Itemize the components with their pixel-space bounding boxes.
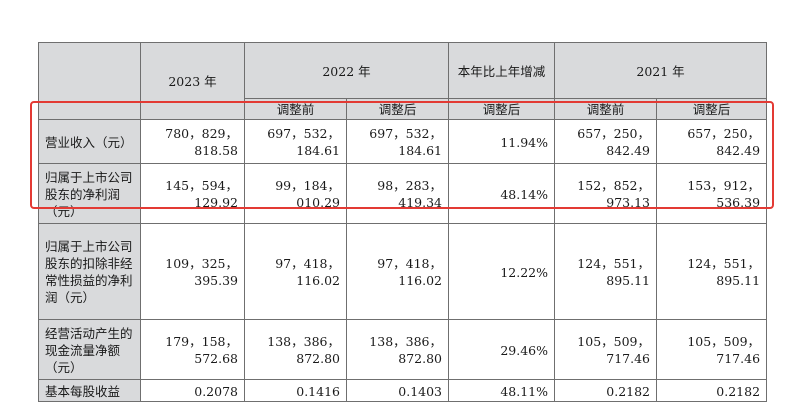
cell-2023: 109，325，395.39 <box>140 223 245 320</box>
cell-2021-after: 0.2182 <box>656 379 768 402</box>
cell-2021-before: 0.2182 <box>554 379 658 402</box>
cell-change: 48.11% <box>448 379 556 402</box>
header-2021-after: 调整后 <box>656 98 768 120</box>
row-label: 归属于上市公司股东的扣除非经常性损益的净利润（元） <box>38 223 141 320</box>
header-2021-before: 调整前 <box>554 98 658 120</box>
table-row: 基本每股收益 0.2078 0.1416 0.1403 48.11% 0.218… <box>38 379 768 402</box>
cell-change: 11.94% <box>448 119 556 164</box>
cell-2022-after: 97，418，116.02 <box>345 223 450 320</box>
cell-2022-before: 138，386，872.80 <box>244 319 347 380</box>
row-label: 营业收入（元） <box>38 119 141 164</box>
cell-2021-after: 124，551，895.11 <box>656 223 768 320</box>
header-2022-after: 调整后 <box>345 98 450 120</box>
cell-2022-before: 697，532，184.61 <box>244 119 347 164</box>
cell-2021-before: 152，852，973.13 <box>554 163 658 224</box>
row-label: 归属于上市公司股东的净利润（元） <box>38 163 141 224</box>
cell-2022-after: 138，386，872.80 <box>345 319 450 380</box>
cell-2021-before: 105，509，717.46 <box>554 319 658 380</box>
cell-2022-before: 97，418，116.02 <box>244 223 347 320</box>
header-2022: 2022 年 <box>243 42 450 99</box>
cell-2021-before: 124，551，895.11 <box>554 223 658 320</box>
cell-change: 29.46% <box>448 319 556 380</box>
cell-2023: 145，594，129.92 <box>140 163 245 224</box>
table-row: 经营活动产生的现金流量净额（元） 179，158，572.68 138，386，… <box>38 319 768 380</box>
header-change-after: 调整后 <box>448 98 556 120</box>
cell-2023: 0.2078 <box>140 379 245 402</box>
cell-2021-after: 105，509，717.46 <box>656 319 768 380</box>
header-2021: 2021 年 <box>554 42 768 99</box>
cell-2022-after: 697，532，184.61 <box>345 119 450 164</box>
table-row: 归属于上市公司股东的扣除非经常性损益的净利润（元） 109，325，395.39… <box>38 223 768 320</box>
header-2023: 2023 年 <box>140 42 245 120</box>
header-change: 本年比上年增减 <box>448 42 556 99</box>
row-label: 经营活动产生的现金流量净额（元） <box>38 319 141 380</box>
cell-2022-before: 99，184，010.29 <box>244 163 347 224</box>
cell-change: 48.14% <box>448 163 556 224</box>
cell-2023: 780，829，818.58 <box>140 119 245 164</box>
corner-header <box>38 42 141 120</box>
cell-2021-before: 657，250，842.49 <box>554 119 658 164</box>
table-row: 归属于上市公司股东的净利润（元） 145，594，129.92 99，184，0… <box>38 163 768 224</box>
cell-2022-after: 0.1403 <box>345 379 450 402</box>
financial-table: 2023 年 2022 年 本年比上年增减 2021 年 调整前 调整后 调整后… <box>38 42 768 402</box>
header-2022-before: 调整前 <box>244 98 347 120</box>
cell-2021-after: 153，912，536.39 <box>656 163 768 224</box>
row-label: 基本每股收益 <box>38 379 141 402</box>
table-row: 营业收入（元） 780，829，818.58 697，532，184.61 69… <box>38 119 768 164</box>
cell-change: 12.22% <box>448 223 556 320</box>
cell-2023: 179，158，572.68 <box>140 319 245 380</box>
cell-2022-after: 98，283，419.34 <box>345 163 450 224</box>
cell-2022-before: 0.1416 <box>244 379 347 402</box>
cell-2021-after: 657，250，842.49 <box>656 119 768 164</box>
